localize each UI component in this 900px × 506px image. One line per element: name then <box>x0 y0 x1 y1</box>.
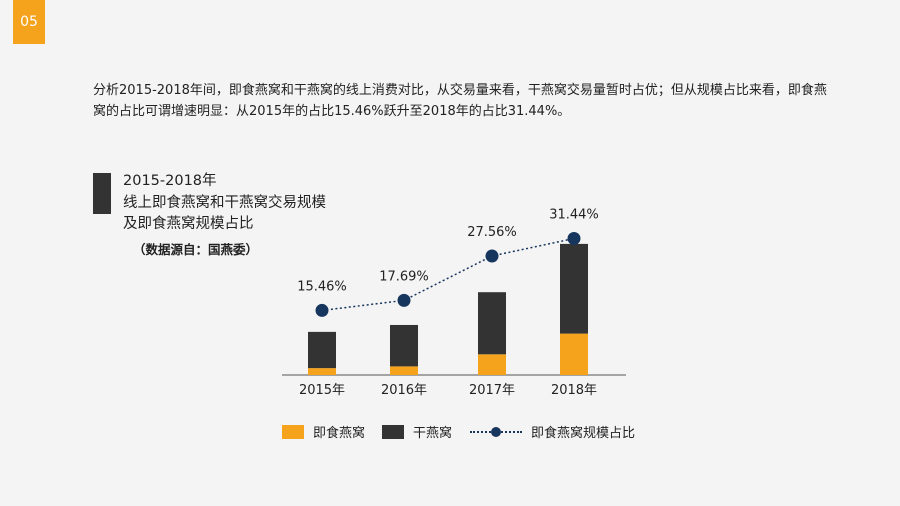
bar-instant <box>390 366 418 375</box>
chart-source: （数据源自：国燕委） <box>133 242 259 257</box>
legend-swatch-dried <box>382 424 404 439</box>
legend-label-dried: 干燕窝 <box>413 426 453 441</box>
legend-item-instant: 即食燕窝 <box>282 422 365 441</box>
legend-line-share <box>470 425 522 439</box>
x-tick-label: 2015年 <box>299 383 345 398</box>
share-point <box>485 249 499 263</box>
chart-title: 2015-2018年 线上即食燕窝和干燕窝交易规模 及即食燕窝规模占比 <box>123 171 326 236</box>
x-tick-label: 2017年 <box>469 383 515 398</box>
share-data-label: 31.44% <box>549 208 599 223</box>
share-point <box>397 293 411 307</box>
bar-instant <box>478 354 506 375</box>
legend-label-share: 即食燕窝规模占比 <box>531 426 636 441</box>
share-point <box>567 232 581 246</box>
chart-title-line-1: 2015-2018年 <box>123 173 217 189</box>
chart-title-line-2: 线上即食燕窝和干燕窝交易规模 <box>123 194 326 211</box>
share-data-label: 17.69% <box>379 269 429 284</box>
share-point <box>315 303 329 317</box>
legend-item-dried: 干燕窝 <box>382 422 452 441</box>
bar-dried <box>478 292 506 355</box>
x-tick-label: 2016年 <box>381 383 427 398</box>
bar-instant <box>560 333 588 375</box>
heading-marker <box>93 173 111 214</box>
legend-label-instant: 即食燕窝 <box>313 426 366 441</box>
share-data-label: 27.56% <box>467 225 517 240</box>
share-line <box>321 237 575 312</box>
bar-instant <box>308 368 336 375</box>
intro-paragraph: 分析2015-2018年间，即食燕窝和干燕窝的线上消费对比，从交易量来看，干燕窝… <box>93 83 827 119</box>
bar-dried <box>560 243 588 334</box>
legend-swatch-instant <box>282 424 304 439</box>
bar-dried <box>308 331 336 369</box>
share-data-label: 15.46% <box>297 279 347 294</box>
page-number-badge: 05 <box>13 0 45 44</box>
legend-item-share: 即食燕窝规模占比 <box>470 422 635 441</box>
x-tick-label: 2018年 <box>551 383 597 398</box>
chart-title-line-3: 及即食燕窝规模占比 <box>123 216 254 232</box>
bar-dried <box>390 324 418 367</box>
chart-legend: 即食燕窝 干燕窝 即食燕窝规模占比 <box>0 422 900 442</box>
